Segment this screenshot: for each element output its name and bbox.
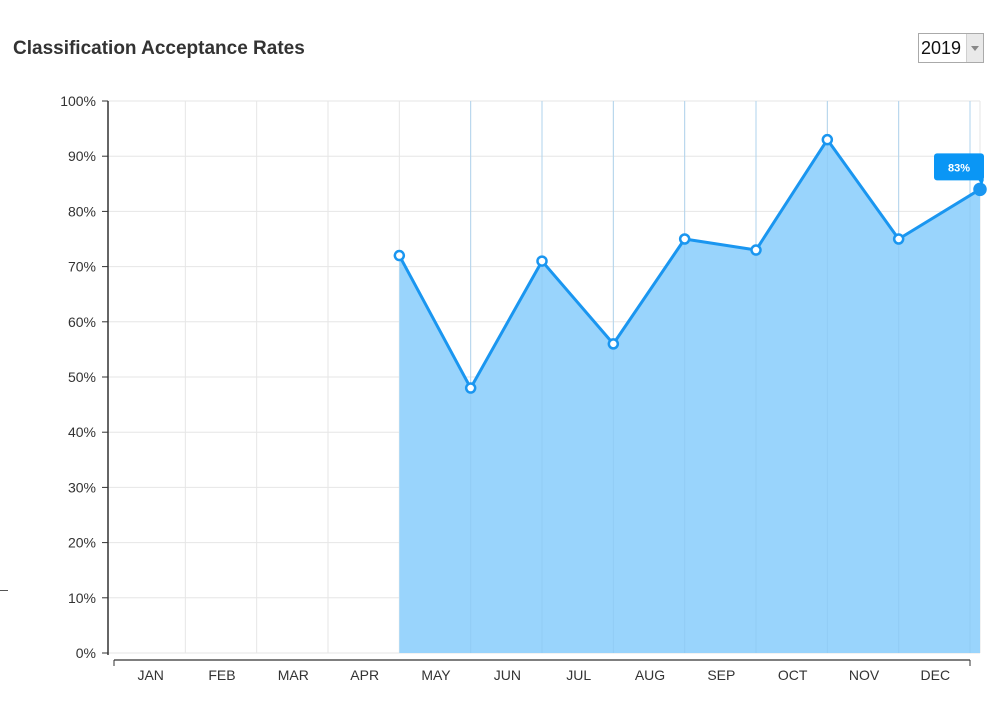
data-point <box>973 182 987 197</box>
x-tick-label: AUG <box>635 667 665 683</box>
points-layer <box>393 133 987 394</box>
chart-axes <box>102 100 971 666</box>
x-tick-labels: JAN FEB MAR APR MAY JUN JUL AUG SEP OCT NOV DEC <box>137 667 950 683</box>
data-point <box>536 255 548 267</box>
x-tick-label: JUN <box>494 667 521 683</box>
y-tick-label: 70% <box>68 259 96 275</box>
y-tick-label: 10% <box>68 590 96 606</box>
y-tick-label: 30% <box>68 479 96 495</box>
x-tick-label: APR <box>350 667 379 683</box>
y-tick-label: 60% <box>68 314 96 330</box>
area-fill-layer <box>399 101 980 653</box>
year-select[interactable]: 2019 <box>918 33 984 63</box>
year-select-value: 2019 <box>921 37 962 58</box>
x-tick-label: OCT <box>778 667 808 683</box>
y-tick-label: 80% <box>68 203 96 219</box>
divider-mark <box>0 590 8 591</box>
y-tick-label: 100% <box>60 93 96 109</box>
y-tick-label: 50% <box>68 369 96 385</box>
tooltip-pointer <box>978 179 984 186</box>
y-tick-labels: 0% 10% 20% 30% 40% 50% 60% 70% 80% 90% 100% <box>60 93 96 661</box>
x-tick-label: JUL <box>566 667 591 683</box>
data-point <box>821 133 834 146</box>
area-fill <box>399 139 980 653</box>
tooltip-label: 83% <box>948 162 970 174</box>
x-tick-label: DEC <box>921 667 951 683</box>
data-point <box>678 233 691 245</box>
y-tick-label: 40% <box>68 424 96 440</box>
x-tick-label: SEP <box>707 667 735 683</box>
chart-title: Classification Acceptance Rates <box>13 38 305 59</box>
data-point <box>393 249 406 262</box>
dropdown-arrow-icon[interactable] <box>966 34 983 62</box>
y-tick-label: 20% <box>68 535 96 551</box>
x-tick-label: FEB <box>208 667 235 683</box>
data-point <box>464 382 477 394</box>
y-tick-label: 0% <box>76 645 96 661</box>
data-point <box>892 233 905 245</box>
x-tick-label: MAY <box>421 667 451 683</box>
x-tick-label: JAN <box>137 667 163 683</box>
y-tick-label: 90% <box>68 148 96 164</box>
data-point <box>750 244 762 256</box>
tooltip-layer: 83% <box>934 153 984 186</box>
tooltip-box <box>934 153 984 181</box>
data-point <box>607 338 620 350</box>
x-tick-label: MAR <box>278 667 309 683</box>
x-tick-label: NOV <box>849 667 880 683</box>
